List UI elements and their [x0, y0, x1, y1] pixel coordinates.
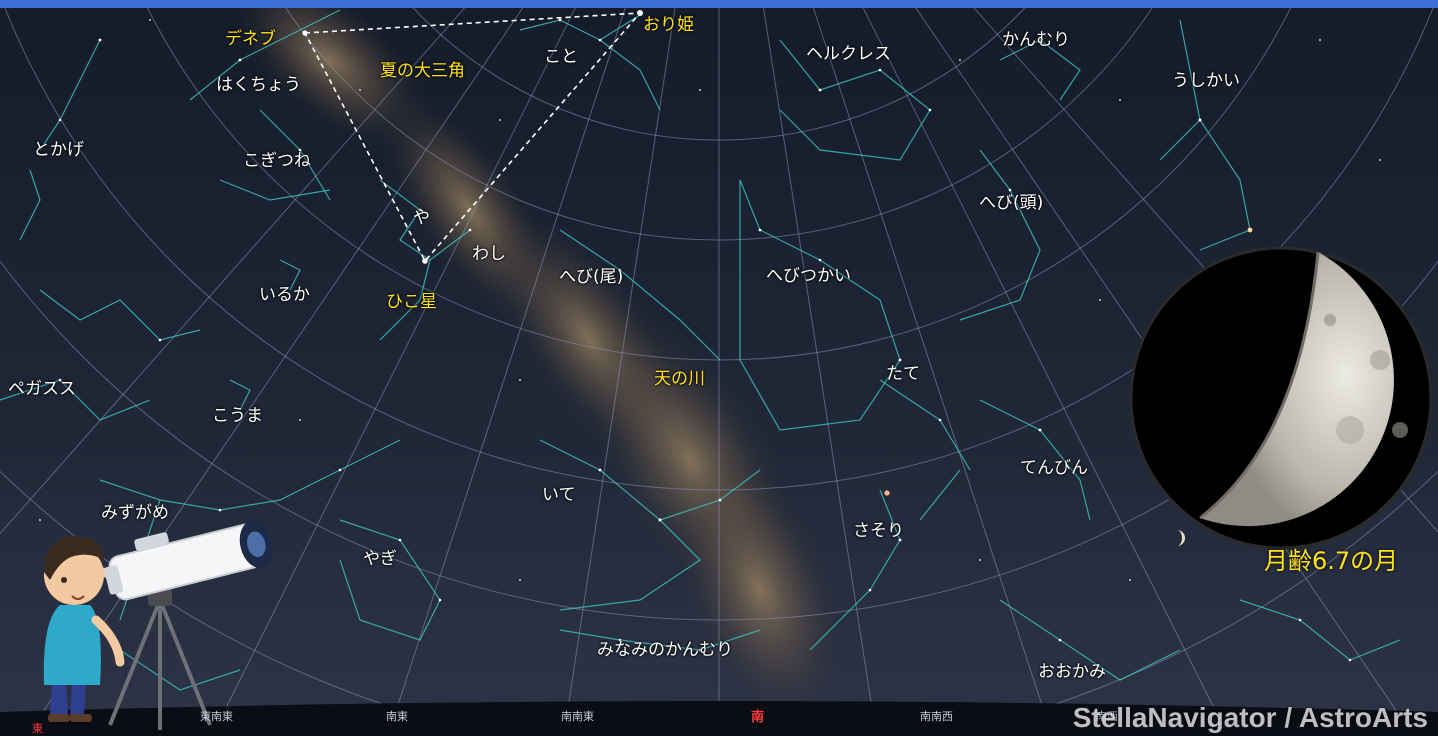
constellation-label-kanmuri: かんむり [1002, 30, 1070, 50]
credit-text: StellaNavigator / AstroArts [1072, 702, 1428, 733]
constellation-label-pegasus: ペガスス [8, 379, 76, 399]
constellation-label-hebi-head: へび(頭) [979, 193, 1044, 213]
constellation-label-washi: わし [472, 244, 506, 264]
direction-label-south: 南 [751, 710, 765, 725]
constellation-label-ite: いて [542, 485, 576, 505]
direction-label-ese: 東南東 [200, 710, 233, 723]
direction-label-se: 南東 [386, 710, 408, 723]
vega-label: おり姫 [643, 15, 694, 35]
constellation-label-mizugame: みずがめ [101, 503, 169, 523]
constellation-label-kogitsune: こぎつね [243, 151, 311, 171]
deneb-label: デネブ [225, 29, 276, 49]
milky-way-label: 天の川 [654, 369, 705, 389]
horizon-band [0, 701, 1438, 736]
telescope-icon [104, 520, 273, 730]
constellation-label-hakuchou: はくちょう [216, 75, 301, 95]
altair-label: ひこ星 [386, 292, 437, 312]
constellation-label-herakuresu: ヘルクレス [806, 44, 891, 64]
constellation-label-hebitsukai: へびつかい [766, 266, 851, 286]
summer-triangle-lines [303, 12, 642, 263]
moon-caption: 月齢6.7の月 [1264, 547, 1399, 575]
constellation-label-ushikai: うしかい [1172, 71, 1240, 91]
direction-label-sse: 南南東 [561, 710, 594, 723]
constellation-label-sasori: さそり [853, 521, 904, 541]
constellation-label-yagi: やぎ [363, 549, 397, 569]
constellation-label-minamino-kanmuri: みなみのかんむり [597, 640, 733, 660]
stars [39, 10, 1381, 662]
constellation-label-hebi-tail: へび(尾) [559, 267, 624, 287]
direction-label-ssw: 南南西 [920, 710, 953, 723]
constellation-label-tate: たて [886, 364, 920, 384]
constellation-label-iruka: いるか [259, 285, 310, 305]
top-window-bar [0, 0, 1438, 8]
constellation-label-koto: こと [544, 47, 578, 67]
summer-triangle-label: 夏の大三角 [380, 61, 465, 81]
constellation-label-tenbin: てんびん [1020, 458, 1088, 478]
moon-icon [1129, 246, 1433, 550]
constellation-label-tokage: とかげ [33, 140, 84, 160]
constellation-label-ookami: おおかみ [1038, 662, 1106, 682]
constellation-label-ya: や [413, 208, 430, 228]
direction-label-sw: 南西 [1096, 710, 1118, 723]
constellation-label-kouma: こうま [212, 406, 263, 426]
direction-label-east-corner: 東 [32, 722, 43, 735]
moon-position-marker [1177, 530, 1185, 546]
